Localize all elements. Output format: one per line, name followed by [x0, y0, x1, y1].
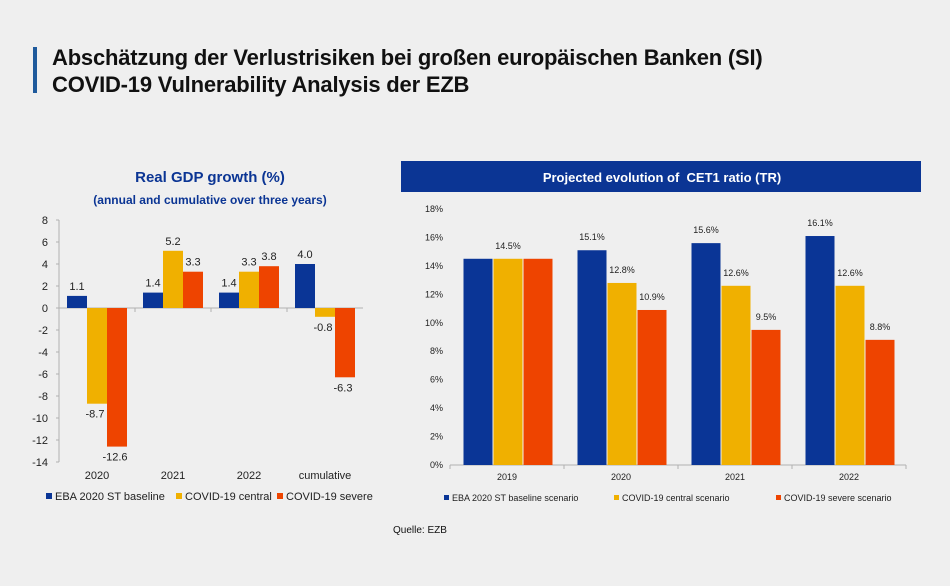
- cet1-chart-header: [401, 161, 921, 192]
- gdp-data-label: 3.3: [185, 257, 200, 269]
- gdp-x-tick-label: 2020: [85, 470, 109, 482]
- gdp-legend-label: EBA 2020 ST baseline: [55, 491, 165, 503]
- cet1-chart-title: Projected evolution of CET1 ratio (TR): [543, 170, 781, 185]
- gdp-y-tick-label: 4: [42, 259, 48, 271]
- cet1-data-label: 8.8%: [870, 322, 891, 332]
- cet1-y-tick-label: 2%: [430, 432, 443, 442]
- gdp-y-tick-label: -6: [38, 369, 48, 381]
- gdp-legend-swatch-severe: [277, 493, 283, 499]
- cet1-y-tick-label: 12%: [425, 289, 443, 299]
- cet1-data-label: 15.1%: [579, 232, 605, 242]
- gdp-data-label: 1.1: [69, 281, 84, 293]
- gdp-bar-central: [315, 308, 335, 317]
- gdp-legend-label: COVID-19 severe: [286, 491, 373, 503]
- cet1-y-tick-label: 8%: [430, 346, 443, 356]
- cet1-bar-baseline: [691, 243, 721, 465]
- gdp-data-label: 5.2: [165, 236, 180, 248]
- cet1-legend-label: COVID-19 severe scenario: [784, 493, 892, 503]
- cet1-y-tick-label: 4%: [430, 403, 443, 413]
- gdp-y-tick-label: -8: [38, 391, 48, 403]
- cet1-bar-central: [607, 282, 637, 465]
- cet1-y-tick-label: 6%: [430, 375, 443, 385]
- gdp-bar-severe: [259, 266, 279, 308]
- cet1-x-tick-label: 2021: [725, 472, 745, 482]
- gdp-y-tick-label: 2: [42, 281, 48, 293]
- gdp-bar-baseline: [143, 292, 163, 308]
- cet1-bar-baseline: [577, 250, 607, 465]
- gdp-data-label: -12.6: [102, 452, 127, 464]
- gdp-y-tick-label: -14: [32, 457, 48, 469]
- title-accent-bar: [33, 47, 37, 93]
- gdp-y-tick-label: -10: [32, 413, 48, 425]
- gdp-bar-baseline: [67, 295, 87, 308]
- gdp-bar-central: [239, 271, 259, 308]
- gdp-x-tick-label: 2021: [161, 470, 185, 482]
- cet1-y-tick-label: 14%: [425, 261, 443, 271]
- page-title-line-1: Abschätzung der Verlustrisiken bei große…: [52, 45, 763, 70]
- cet1-bar-severe: [523, 258, 553, 465]
- cet1-y-tick-label: 10%: [425, 318, 443, 328]
- cet1-legend-label: COVID-19 central scenario: [622, 493, 730, 503]
- gdp-bar-baseline: [219, 292, 239, 308]
- cet1-data-label: 12.6%: [837, 268, 863, 278]
- cet1-bar-severe: [637, 309, 667, 465]
- gdp-x-tick-label: cumulative: [299, 470, 352, 482]
- cet1-y-tick-label: 0%: [430, 460, 443, 470]
- gdp-data-label: -6.3: [334, 382, 353, 394]
- gdp-data-label: -8.7: [86, 409, 105, 421]
- gdp-y-tick-label: 8: [42, 215, 48, 227]
- source-note: Quelle: EZB: [393, 525, 447, 536]
- gdp-bar-severe: [107, 308, 127, 447]
- cet1-data-label: 12.6%: [723, 268, 749, 278]
- cet1-bar-central: [493, 258, 523, 465]
- cet1-data-label: 12.8%: [609, 265, 635, 275]
- gdp-data-label: 1.4: [221, 278, 236, 290]
- cet1-x-tick-label: 2022: [839, 472, 859, 482]
- page-title-line-2: COVID-19 Vulnerability Analysis der EZB: [52, 72, 470, 97]
- cet1-data-label: 15.6%: [693, 225, 719, 235]
- cet1-legend-swatch-central: [614, 495, 619, 500]
- gdp-y-tick-label: 6: [42, 237, 48, 249]
- gdp-chart-title: Real GDP growth (%): [135, 169, 285, 186]
- cet1-data-label: 10.9%: [639, 292, 665, 302]
- cet1-bar-baseline: [805, 236, 835, 465]
- gdp-y-tick-label: -12: [32, 435, 48, 447]
- cet1-legend-label: EBA 2020 ST baseline scenario: [452, 493, 578, 503]
- gdp-y-tick-label: -2: [38, 325, 48, 337]
- gdp-data-label: 3.8: [261, 251, 276, 263]
- cet1-y-tick-label: 16%: [425, 232, 443, 242]
- cet1-data-label: 9.5%: [756, 312, 777, 322]
- cet1-data-label: 14.5%: [495, 241, 521, 251]
- cet1-y-tick-label: 18%: [425, 204, 443, 214]
- gdp-legend-label: COVID-19 central: [185, 491, 272, 503]
- cet1-bar-central: [721, 285, 751, 465]
- gdp-bar-central: [87, 308, 107, 404]
- gdp-y-tick-label: -4: [38, 347, 48, 359]
- gdp-data-label: 1.4: [145, 278, 160, 290]
- cet1-data-label: 16.1%: [807, 218, 833, 228]
- page-title: Abschätzung der Verlustrisiken bei große…: [52, 44, 763, 98]
- cet1-bar-central: [835, 285, 865, 465]
- gdp-bar-baseline: [295, 264, 315, 308]
- cet1-legend-swatch-baseline: [444, 495, 449, 500]
- gdp-data-label: 3.3: [241, 257, 256, 269]
- cet1-bar-baseline: [463, 258, 493, 465]
- gdp-bar-severe: [183, 271, 203, 308]
- gdp-chart-subtitle: (annual and cumulative over three years): [93, 193, 326, 207]
- gdp-data-label: -0.8: [314, 322, 333, 334]
- cet1-x-tick-label: 2020: [611, 472, 631, 482]
- gdp-x-tick-label: 2022: [237, 470, 261, 482]
- gdp-legend-swatch-baseline: [46, 493, 52, 499]
- gdp-legend-swatch-central: [176, 493, 182, 499]
- cet1-bar-severe: [865, 339, 895, 465]
- cet1-bar-severe: [751, 329, 781, 465]
- cet1-legend-swatch-severe: [776, 495, 781, 500]
- gdp-data-label: 4.0: [297, 249, 312, 261]
- gdp-bar-central: [163, 250, 183, 308]
- gdp-y-tick-label: 0: [42, 303, 48, 315]
- gdp-bar-severe: [335, 308, 355, 378]
- cet1-x-tick-label: 2019: [497, 472, 517, 482]
